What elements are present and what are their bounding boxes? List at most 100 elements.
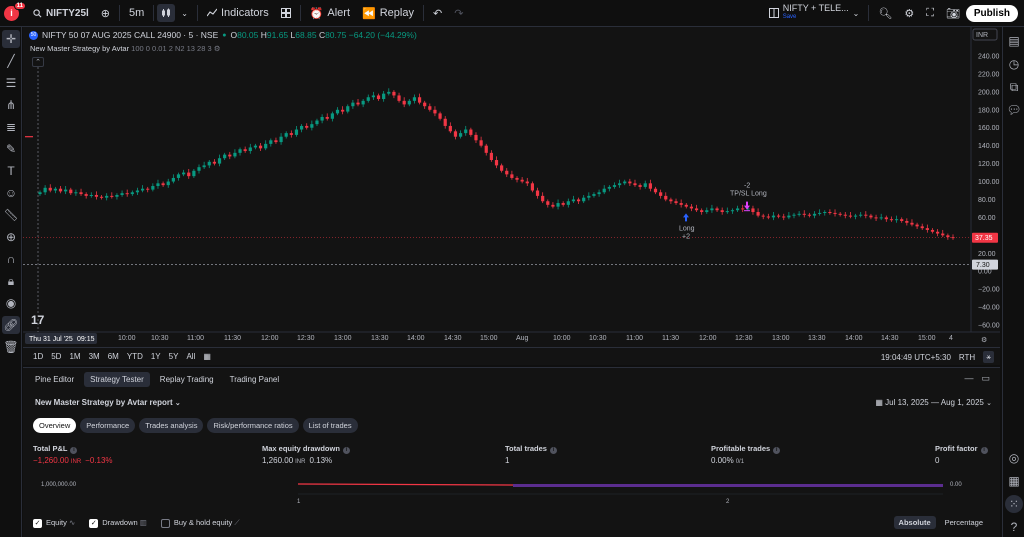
- symbol-search[interactable]: NIFTY25l: [27, 0, 95, 27]
- emoji-tool[interactable]: ☺: [2, 184, 20, 202]
- magnet-tool[interactable]: ∩: [2, 250, 20, 268]
- time-axis-label: 13:30: [371, 335, 389, 342]
- help-button[interactable]: ?: [1005, 518, 1023, 536]
- zoom-in-tool[interactable]: ⊕: [2, 228, 20, 246]
- info-icon[interactable]: i: [773, 447, 781, 454]
- percentage-button[interactable]: Percentage: [944, 518, 983, 527]
- settings-button[interactable]: ⚙: [898, 0, 920, 27]
- panel-tab[interactable]: Strategy Tester: [84, 371, 150, 387]
- maximize-icon[interactable]: ▭: [981, 373, 990, 383]
- timeframe-button[interactable]: All: [186, 352, 196, 361]
- time-axis-label: 15:00: [480, 335, 498, 342]
- apps-button[interactable]: ⁙: [1005, 495, 1023, 513]
- timeframe-button[interactable]: YTD: [126, 352, 143, 361]
- collapse-legend-button[interactable]: ⌃: [32, 57, 44, 67]
- report-subtab[interactable]: List of trades: [302, 418, 358, 433]
- candle-body: [330, 113, 334, 119]
- alerts-button[interactable]: ◷: [1005, 55, 1023, 73]
- ideas-button[interactable]: ◎: [1005, 449, 1023, 467]
- panel-tab[interactable]: Trading Panel: [229, 374, 280, 384]
- buyhold-checkbox[interactable]: Buy & hold equity ⟋: [160, 518, 240, 528]
- candle-body: [592, 194, 596, 196]
- fib-tool[interactable]: ≣: [2, 118, 20, 136]
- brush-tool[interactable]: ✎: [2, 140, 20, 158]
- hide-tool[interactable]: ◉: [2, 294, 20, 312]
- remove-tool[interactable]: 🗑︎: [2, 338, 20, 356]
- watchlist-layout-button[interactable]: NIFTY + TELE... Save ⌄: [763, 0, 866, 27]
- strategy-settings-icon[interactable]: ⚙: [213, 44, 221, 53]
- report-title[interactable]: New Master Strategy by Avtar report ⌄: [35, 398, 181, 407]
- report-subtab[interactable]: Performance: [80, 418, 136, 433]
- layouts-button[interactable]: [275, 0, 297, 27]
- chat-button[interactable]: 💬︎: [1005, 101, 1023, 119]
- report-subtab[interactable]: Trades analysis: [139, 418, 204, 433]
- timeframe-button[interactable]: 6M: [107, 352, 119, 361]
- lock-tool[interactable]: 🔒︎: [2, 272, 20, 290]
- panel-tab[interactable]: Pine Editor: [35, 374, 75, 384]
- timeframe-button[interactable]: 5Y: [168, 352, 179, 361]
- timeframe-button[interactable]: 3M: [88, 352, 100, 361]
- report-subtab[interactable]: Overview: [33, 418, 77, 433]
- date-range-picker[interactable]: ▦ Jul 13, 2025 — Aug 1, 2025 ⌄: [875, 398, 992, 407]
- candle-body: [905, 220, 909, 223]
- link-tool[interactable]: 🔗︎: [2, 316, 20, 334]
- replay-button[interactable]: ⏪ Replay: [356, 0, 420, 27]
- drawdown-checkbox[interactable]: ✓ Drawdown ▥: [89, 518, 147, 528]
- timeframe-button[interactable]: 1M: [69, 352, 81, 361]
- compare-symbol-button[interactable]: ⊕: [95, 0, 116, 27]
- candle-body: [202, 165, 206, 168]
- candle-body: [787, 215, 791, 218]
- candle-body: [812, 213, 817, 216]
- report-subtab[interactable]: Risk/performance ratios: [207, 418, 299, 433]
- ruler-tool[interactable]: 📏︎: [2, 206, 20, 224]
- timeframe-button[interactable]: 5D: [51, 352, 62, 361]
- gear-icon: ⚙: [904, 7, 915, 20]
- undo-button[interactable]: ↶: [427, 0, 448, 27]
- info-icon[interactable]: i: [342, 447, 350, 454]
- equity-checkbox[interactable]: ✓ Equity ∿: [33, 518, 75, 528]
- trendline-tool[interactable]: ╱: [2, 52, 20, 70]
- redo-button[interactable]: ↷: [448, 0, 469, 27]
- candle-body: [823, 212, 827, 214]
- chart-type-dropdown[interactable]: ⌄: [175, 0, 194, 27]
- price-axis-label: 160.00: [978, 125, 1000, 132]
- timeframe-button[interactable]: 1Y: [150, 352, 161, 361]
- publish-button[interactable]: Publish: [965, 4, 1018, 22]
- panel-tab[interactable]: Replay Trading: [159, 374, 214, 384]
- clock-readout[interactable]: 19:04:49 UTC+5:30: [880, 352, 951, 362]
- calendar-button[interactable]: ▦: [1005, 472, 1023, 490]
- absolute-button[interactable]: Absolute: [893, 516, 936, 529]
- price-chart[interactable]: 240.00 220.00 200.00 180.00 160.00 140.00 120.…: [23, 27, 1000, 347]
- text-tool[interactable]: T: [2, 162, 20, 180]
- info-icon[interactable]: i: [549, 447, 557, 454]
- equity-label: Equity: [46, 518, 67, 528]
- quick-search-button[interactable]: 🔍︎: [872, 0, 898, 27]
- info-icon[interactable]: i: [70, 447, 78, 454]
- timeframe-button[interactable]: 1D: [33, 352, 44, 361]
- user-avatar[interactable]: i 11: [4, 1, 26, 21]
- pitchfork-tool[interactable]: ⋔: [2, 96, 20, 114]
- crosshair-tool[interactable]: ✛: [2, 30, 20, 48]
- object-tree-button[interactable]: ⧉: [1005, 78, 1023, 96]
- equity-chart[interactable]: [23, 472, 1000, 512]
- candle-body: [838, 213, 842, 215]
- chart-type-button[interactable]: [157, 4, 176, 22]
- date-range-icon[interactable]: ▦: [203, 352, 211, 361]
- cursor-date-label: Thu 31 Jul '25: [29, 336, 73, 343]
- candle-body: [258, 145, 263, 149]
- alert-button[interactable]: ⏰ Alert: [304, 0, 356, 27]
- info-icon[interactable]: i: [980, 447, 988, 454]
- fullscreen-button[interactable]: ⛶: [920, 0, 940, 27]
- settings-icon[interactable]: ⚹: [983, 351, 994, 363]
- indicators-button[interactable]: Indicators: [201, 0, 275, 27]
- horizontal-lines-tool[interactable]: ☰: [2, 74, 20, 92]
- metric-value: −1,260.00 INR −0.13%: [33, 456, 113, 465]
- session-button[interactable]: RTH: [958, 352, 976, 362]
- watchlist-button[interactable]: ▤: [1005, 32, 1023, 50]
- minimize-icon[interactable]: —: [964, 373, 974, 383]
- interval-button[interactable]: 5m: [129, 7, 145, 19]
- candle-body: [915, 224, 919, 227]
- chart-canvas[interactable]: 240.00 220.00 200.00 180.00 160.00 140.00 120.…: [23, 27, 1000, 347]
- snapshot-button[interactable]: 📷︎: [940, 0, 966, 27]
- change-value: −64.20 (−44.29%): [348, 30, 417, 40]
